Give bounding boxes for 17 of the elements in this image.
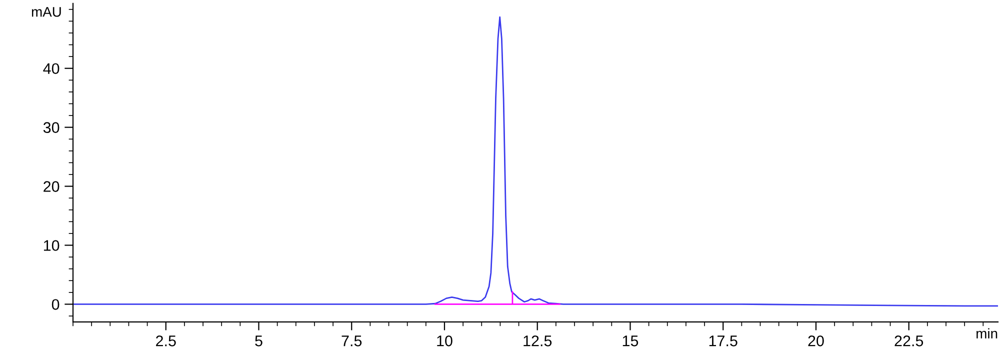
x-tick-label: 7.5 [342,336,362,346]
x-tick-label: 5 [255,336,262,346]
x-tick-label: 17.5 [709,336,738,346]
y-tick-label: 40 [43,63,60,74]
line-series [73,16,998,307]
y-tick-label: 10 [44,240,60,251]
y-tick-label: 0 [52,299,60,310]
x-tick-label: 20 [808,336,824,346]
x-tick-label: 10 [437,336,452,346]
x-axis-title: min [976,328,998,338]
y-tick-label: 20 [44,181,60,192]
x-tick-label: 22.5 [894,336,924,346]
y-tick-label: 30 [43,122,60,133]
x-tick-label: 12.5 [524,336,552,346]
x-tick-label: 2.5 [156,336,176,346]
y-axis-title: mAU [32,7,61,17]
x-tick-label: 15 [622,336,638,346]
